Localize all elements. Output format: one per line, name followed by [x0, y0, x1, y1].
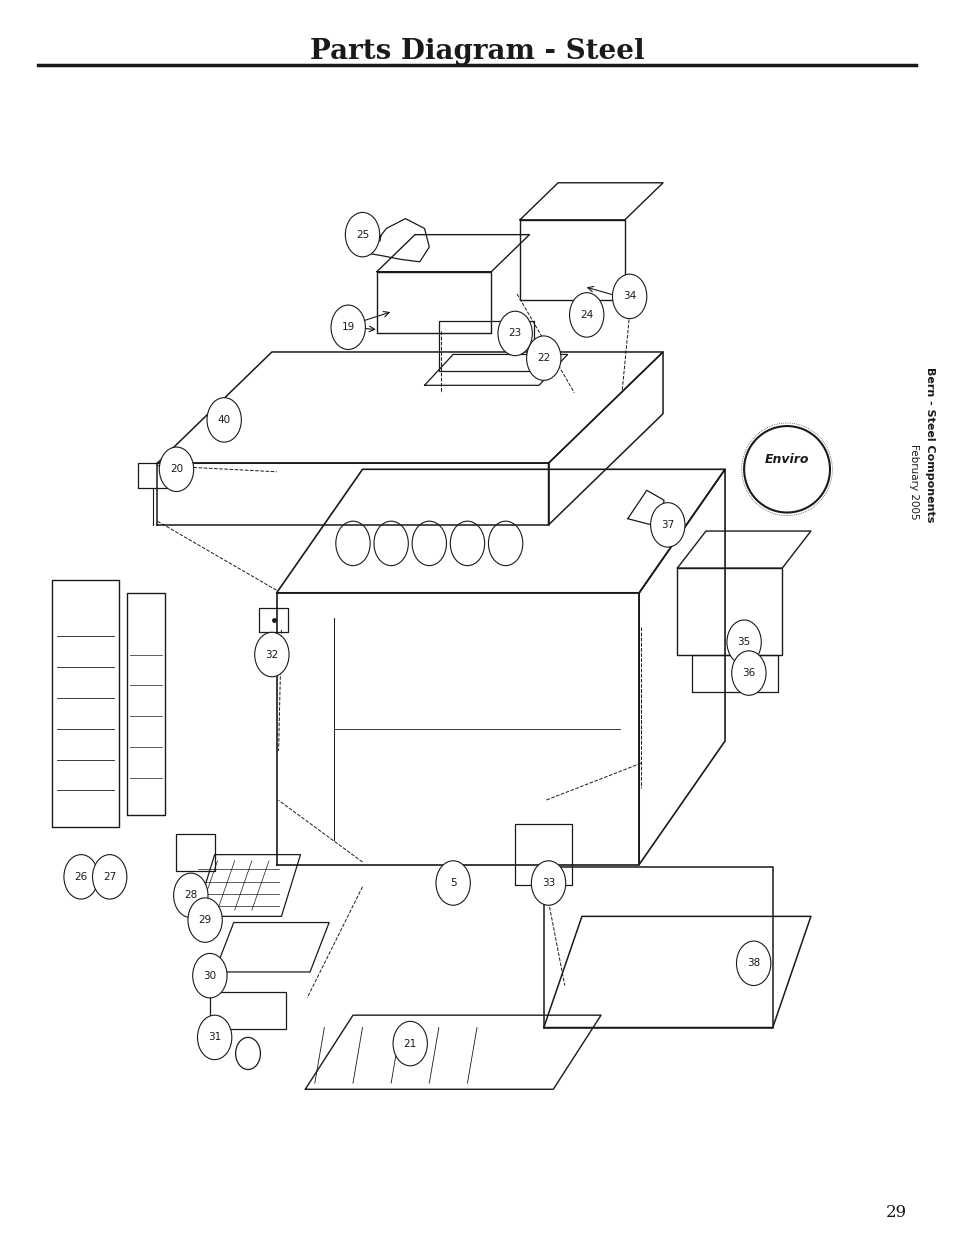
Circle shape — [526, 336, 560, 380]
Circle shape — [650, 503, 684, 547]
Text: 29: 29 — [198, 915, 212, 925]
Text: 34: 34 — [622, 291, 636, 301]
Text: 21: 21 — [403, 1039, 416, 1049]
Circle shape — [345, 212, 379, 257]
Text: 26: 26 — [74, 872, 88, 882]
Text: Bern - Steel Components: Bern - Steel Components — [924, 367, 934, 522]
Circle shape — [612, 274, 646, 319]
Circle shape — [569, 293, 603, 337]
Circle shape — [393, 1021, 427, 1066]
Circle shape — [436, 861, 470, 905]
Text: 24: 24 — [579, 310, 593, 320]
Text: February 2005: February 2005 — [908, 443, 918, 520]
Text: 33: 33 — [541, 878, 555, 888]
Text: 30: 30 — [203, 971, 216, 981]
Text: Parts Diagram - Steel: Parts Diagram - Steel — [310, 38, 643, 65]
Text: 40: 40 — [217, 415, 231, 425]
Text: 23: 23 — [508, 329, 521, 338]
Circle shape — [64, 855, 98, 899]
Text: 36: 36 — [741, 668, 755, 678]
Circle shape — [736, 941, 770, 986]
Circle shape — [254, 632, 289, 677]
Text: 20: 20 — [170, 464, 183, 474]
Circle shape — [197, 1015, 232, 1060]
Text: 25: 25 — [355, 230, 369, 240]
Circle shape — [331, 305, 365, 350]
Text: 19: 19 — [341, 322, 355, 332]
Text: 35: 35 — [737, 637, 750, 647]
Text: 5: 5 — [450, 878, 456, 888]
Circle shape — [159, 447, 193, 492]
Text: 27: 27 — [103, 872, 116, 882]
Text: 29: 29 — [885, 1204, 906, 1221]
Text: 28: 28 — [184, 890, 197, 900]
Text: 32: 32 — [265, 650, 278, 659]
Circle shape — [531, 861, 565, 905]
Circle shape — [173, 873, 208, 918]
Circle shape — [207, 398, 241, 442]
Circle shape — [188, 898, 222, 942]
Text: 31: 31 — [208, 1032, 221, 1042]
Text: 37: 37 — [660, 520, 674, 530]
Circle shape — [92, 855, 127, 899]
Circle shape — [726, 620, 760, 664]
Text: 38: 38 — [746, 958, 760, 968]
Circle shape — [193, 953, 227, 998]
Text: Enviro: Enviro — [764, 453, 808, 466]
Text: 22: 22 — [537, 353, 550, 363]
Circle shape — [731, 651, 765, 695]
Circle shape — [497, 311, 532, 356]
